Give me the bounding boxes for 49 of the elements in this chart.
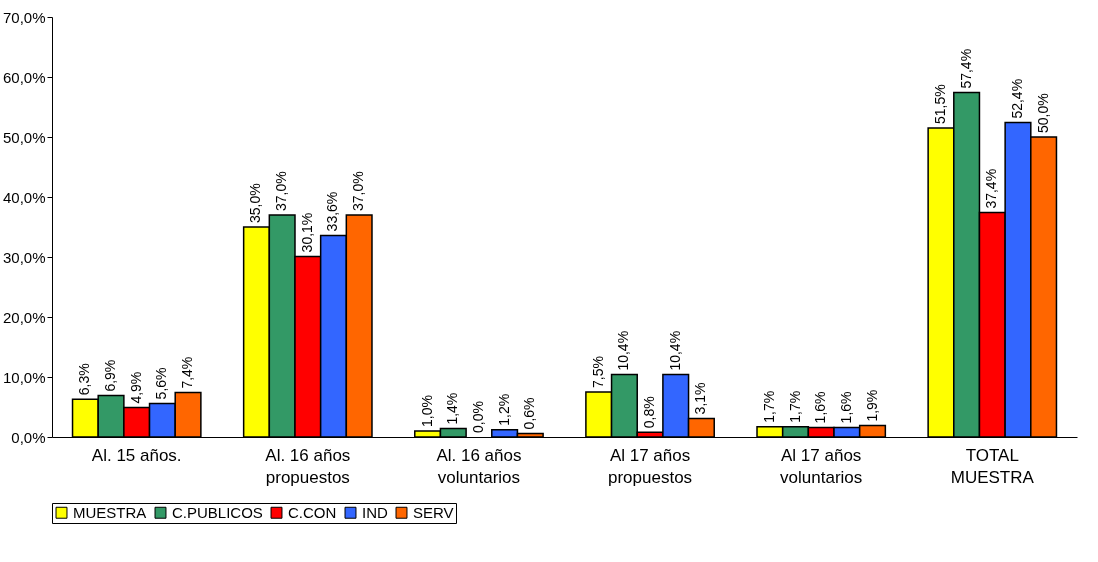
data-label: 4,9% (127, 371, 144, 404)
legend-label: IND (362, 503, 388, 521)
data-label: 1,4% (444, 392, 461, 425)
data-label: 5,6% (153, 367, 170, 400)
data-label: 50,0% (1034, 93, 1051, 133)
data-label: 37,0% (273, 171, 290, 211)
data-label: 3,1% (692, 382, 709, 415)
y-tick-label: 0,0% (11, 428, 46, 446)
y-tick-label: 40,0% (2, 188, 46, 206)
data-label: 1,9% (863, 389, 880, 422)
data-label: 7,5% (589, 356, 606, 388)
y-tick-label: 30,0% (2, 248, 46, 266)
x-tick-label: Al 17 años propuestos (608, 445, 693, 487)
data-label: 7,4% (179, 356, 196, 389)
x-tick-label: TOTAL MUESTRA (950, 445, 1035, 487)
data-label: 10,4% (615, 330, 632, 371)
data-label: 51,5% (931, 84, 948, 124)
y-tick-label: 20,0% (2, 308, 46, 326)
data-label: 37,0% (350, 171, 367, 211)
y-tick-label: 60,0% (2, 68, 46, 86)
x-tick-label: Al. 16 años propuestos (265, 445, 351, 487)
data-label: 1,7% (786, 390, 803, 423)
x-tick-label: Al. 15 años. (91, 445, 182, 465)
y-tick-label: 70,0% (2, 8, 46, 26)
x-tick-label: Al. 16 años voluntarios (436, 445, 522, 487)
data-label: 57,4% (957, 48, 974, 89)
data-label: 33,6% (324, 191, 341, 232)
legend-label: C.PUBLICOS (172, 503, 263, 521)
data-label: 6,9% (102, 359, 119, 392)
legend-label: SERV (413, 503, 454, 521)
legend-label: MUESTRA (73, 503, 147, 521)
data-label: 1,6% (812, 391, 829, 424)
data-label: 30,1% (298, 212, 315, 253)
legend-label: C.CON (288, 503, 337, 521)
data-label: 1,2% (495, 393, 512, 426)
data-label: 1,0% (418, 395, 435, 427)
data-label: 35,0% (247, 183, 264, 223)
data-label: 1,7% (760, 390, 777, 423)
data-label: 0,8% (641, 396, 658, 429)
data-label: 0,0% (469, 401, 486, 433)
data-label: 0,6% (521, 397, 538, 430)
data-label: 6,3% (76, 363, 93, 396)
y-tick-label: 10,0% (2, 368, 46, 386)
data-label: 1,6% (837, 391, 854, 424)
data-label: 37,4% (983, 168, 1000, 209)
data-label: 10,4% (666, 330, 683, 371)
data-label: 52,4% (1008, 78, 1025, 119)
y-tick-label: 50,0% (2, 128, 46, 146)
x-tick-label: Al 17 años voluntarios (780, 445, 863, 487)
